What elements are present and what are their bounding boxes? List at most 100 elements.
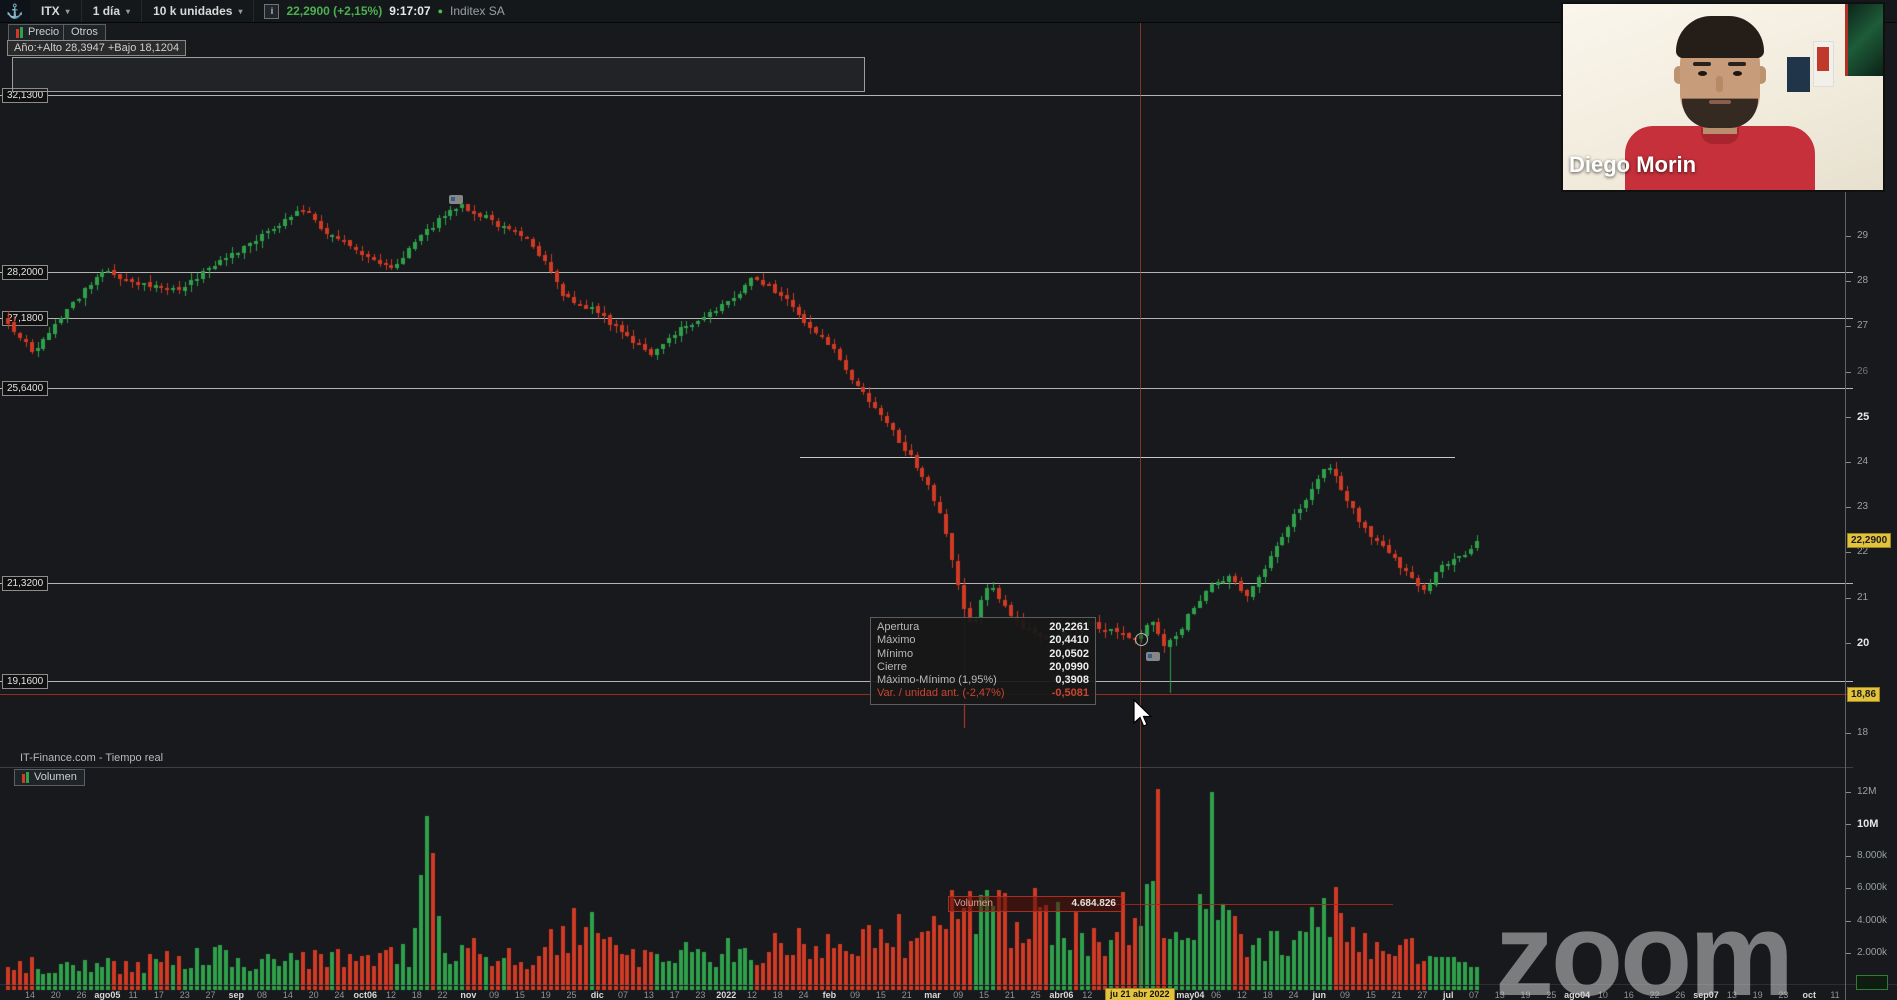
tab-volumen[interactable]: Volumen: [14, 769, 85, 786]
date-axis-tick: 25: [1030, 990, 1041, 1000]
date-axis-tick: 27: [1417, 990, 1428, 1000]
date-axis-tick: nov: [460, 990, 477, 1000]
chevron-down-icon: ▾: [65, 6, 70, 16]
candles-icon: [16, 27, 23, 38]
zoom-watermark: zoom: [1495, 889, 1794, 1000]
top-toolbar: ⚓ ITX ▾ 1 día ▾ 10 k unidades ▾ i 22,290…: [0, 0, 1897, 23]
volume-tooltip-line: [1110, 904, 1393, 905]
date-axis-tick: 09: [1340, 990, 1351, 1000]
date-axis-tick: 13: [643, 990, 654, 1000]
crosshair-date-label: ju 21 abr 2022: [1105, 988, 1175, 1000]
date-axis-tick: 06: [1211, 990, 1222, 1000]
chevron-down-icon: ▾: [238, 6, 243, 16]
date-axis-tick: 18: [411, 990, 422, 1000]
date-axis-tick: 22: [1649, 990, 1660, 1000]
mouse-cursor: [1133, 699, 1153, 727]
timeframe-dropdown[interactable]: 1 día ▾: [82, 0, 143, 22]
date-axis-tick: dic: [590, 990, 604, 1000]
date-axis-tick: 26: [1675, 990, 1686, 1000]
price-axis-border: [1845, 0, 1846, 1000]
date-axis-tick: 07: [618, 990, 629, 1000]
date-axis-tick: 15: [979, 990, 990, 1000]
date-axis-tick: 13: [1726, 990, 1737, 1000]
year-range-label: Año:+Alto 28,3947 +Bajo 18,1204: [7, 40, 187, 56]
quote-time: 9:17:07: [389, 4, 431, 18]
date-axis-tick: 21: [1391, 990, 1402, 1000]
company-name: Inditex SA: [450, 4, 505, 18]
date-axis-tick: 09: [953, 990, 964, 1000]
units-dropdown[interactable]: 10 k unidades ▾: [142, 0, 255, 22]
date-axis-tick: jul: [1442, 990, 1454, 1000]
date-axis-tick: may04: [1176, 990, 1205, 1000]
volume-tooltip: Volumen 4.684.826: [948, 896, 1122, 912]
chevron-down-icon: ▾: [126, 6, 131, 16]
date-axis-tick: 24: [334, 990, 345, 1000]
date-axis-tick: 17: [669, 990, 680, 1000]
date-axis-tick: 15: [1365, 990, 1376, 1000]
date-axis-tick: 09: [850, 990, 861, 1000]
presenter: [1563, 4, 1883, 190]
date-axis-tick: sep: [228, 990, 245, 1000]
tab-precio[interactable]: Precio: [8, 24, 68, 41]
date-axis-tick: 17: [153, 990, 164, 1000]
date-axis-tick: 14: [24, 990, 36, 1000]
date-axis-tick: jun: [1312, 990, 1327, 1000]
quote-price: 22,2900 (+2,15%): [286, 4, 383, 18]
current-price-axis-label: 22,2900: [1847, 533, 1892, 548]
quote-info-group: i 22,2900 (+2,15%) 9:17:07 ● Inditex SA: [254, 0, 514, 22]
date-axis-tick: sep07: [1693, 990, 1719, 1000]
date-axis-tick: 20: [308, 990, 319, 1000]
date-axis-tick: 26: [76, 990, 87, 1000]
date-axis-tick: 2022: [716, 990, 737, 1000]
tooltip-row: Apertura 20,2261: [877, 621, 1089, 633]
selection-rectangle[interactable]: [12, 57, 865, 92]
date-axis-tick: 25: [566, 990, 577, 1000]
date-axis-tick: 19: [1520, 990, 1531, 1000]
tooltip-row: Máximo 20,4410: [877, 634, 1089, 647]
date-axis-tick: 14: [282, 990, 293, 1000]
wall-poster: [1845, 4, 1883, 76]
chart-marker-icon[interactable]: [1146, 652, 1160, 661]
date-axis-tick: 12: [1082, 990, 1093, 1000]
chart-marker-icon[interactable]: [449, 195, 463, 204]
date-axis-tick: mar: [924, 990, 941, 1000]
tooltip-row: Cierre 20,0990: [877, 660, 1089, 673]
units-label: 10 k unidades: [153, 4, 233, 18]
date-axis-tick: 15: [875, 990, 886, 1000]
ohlc-tooltip: Apertura 20,2261 Máximo 20,4410 Mínimo 20,0…: [870, 617, 1096, 705]
info-icon[interactable]: i: [264, 3, 280, 19]
feed-label: IT-Finance.com - Tiempo real: [20, 752, 164, 764]
date-axis-tick: 21: [1004, 990, 1015, 1000]
date-axis-tick: 25: [1546, 990, 1557, 1000]
date-axis-tick: 11: [1830, 990, 1840, 1000]
date-axis-tick: feb: [822, 990, 837, 1000]
date-axis-tick: ago04: [1564, 990, 1591, 1000]
date-axis-tick: 27: [205, 990, 216, 1000]
tab-otros[interactable]: Otros: [63, 24, 106, 41]
date-axis-tick: 22: [437, 990, 448, 1000]
date-axis-tick: ago05: [94, 990, 121, 1000]
date-axis-tick: 19: [1752, 990, 1763, 1000]
webcam-overlay: Diego Morin: [1561, 2, 1885, 192]
date-axis-tick: 12: [385, 990, 397, 1000]
date-axis-tick: 08: [257, 990, 268, 1000]
date-axis-tick: 24: [798, 990, 809, 1000]
date-axis-tick: 23: [179, 990, 190, 1000]
date-axis-tick: 18: [772, 990, 783, 1000]
wall-poster: [1787, 57, 1810, 92]
date-axis-tick: 13: [1494, 990, 1505, 1000]
timeframe-label: 1 día: [92, 4, 121, 18]
symbol-dropdown[interactable]: ITX ▾: [30, 0, 82, 22]
tooltip-row-variation: Var. / unidad ant. (-2,47%) -0,5081: [877, 687, 1089, 700]
date-axis-tick: abr06: [1049, 990, 1074, 1000]
date-axis-tick: oct: [1802, 990, 1816, 1000]
date-axis-tick: 15: [514, 990, 525, 1000]
platform-logo-icon[interactable]: ⚓: [0, 0, 30, 22]
tooltip-row: Máximo-Mínimo (1,95%) 0,3908: [877, 674, 1089, 687]
candles-icon: [22, 772, 29, 783]
tooltip-row: Mínimo 20,0502: [877, 647, 1089, 660]
webcam-name-label: Diego Morin: [1569, 152, 1697, 177]
date-axis-tick: 12: [746, 990, 758, 1000]
date-axis-tick: 23: [1778, 990, 1789, 1000]
